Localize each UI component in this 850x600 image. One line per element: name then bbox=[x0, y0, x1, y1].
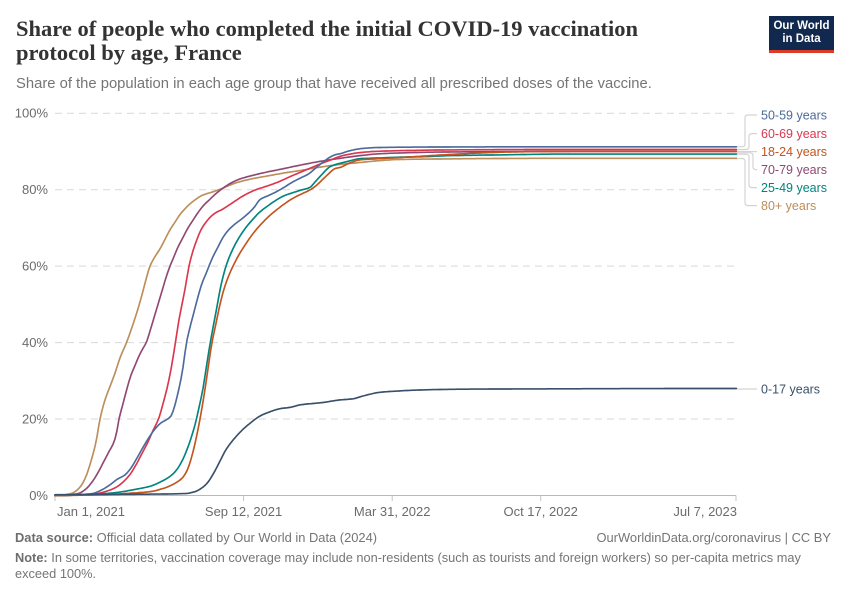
svg-text:20%: 20% bbox=[22, 412, 48, 427]
svg-text:Oct 17, 2022: Oct 17, 2022 bbox=[503, 504, 577, 519]
svg-text:Sep 12, 2021: Sep 12, 2021 bbox=[205, 504, 282, 519]
svg-text:60-69 years: 60-69 years bbox=[761, 127, 827, 141]
svg-text:80%: 80% bbox=[22, 182, 48, 197]
svg-text:0-17 years: 0-17 years bbox=[761, 382, 820, 396]
svg-text:0%: 0% bbox=[29, 488, 48, 503]
svg-text:80+ years: 80+ years bbox=[761, 199, 816, 213]
svg-text:70-79 years: 70-79 years bbox=[761, 163, 827, 177]
svg-text:25-49 years: 25-49 years bbox=[761, 181, 827, 195]
svg-text:Mar 31, 2022: Mar 31, 2022 bbox=[354, 504, 431, 519]
svg-text:18-24 years: 18-24 years bbox=[761, 145, 827, 159]
svg-text:Jul 7, 2023: Jul 7, 2023 bbox=[673, 504, 737, 519]
svg-text:40%: 40% bbox=[22, 335, 48, 350]
svg-text:100%: 100% bbox=[15, 106, 49, 121]
svg-text:Jan 1, 2021: Jan 1, 2021 bbox=[57, 504, 125, 519]
svg-text:50-59 years: 50-59 years bbox=[761, 108, 827, 122]
svg-text:60%: 60% bbox=[22, 259, 48, 274]
